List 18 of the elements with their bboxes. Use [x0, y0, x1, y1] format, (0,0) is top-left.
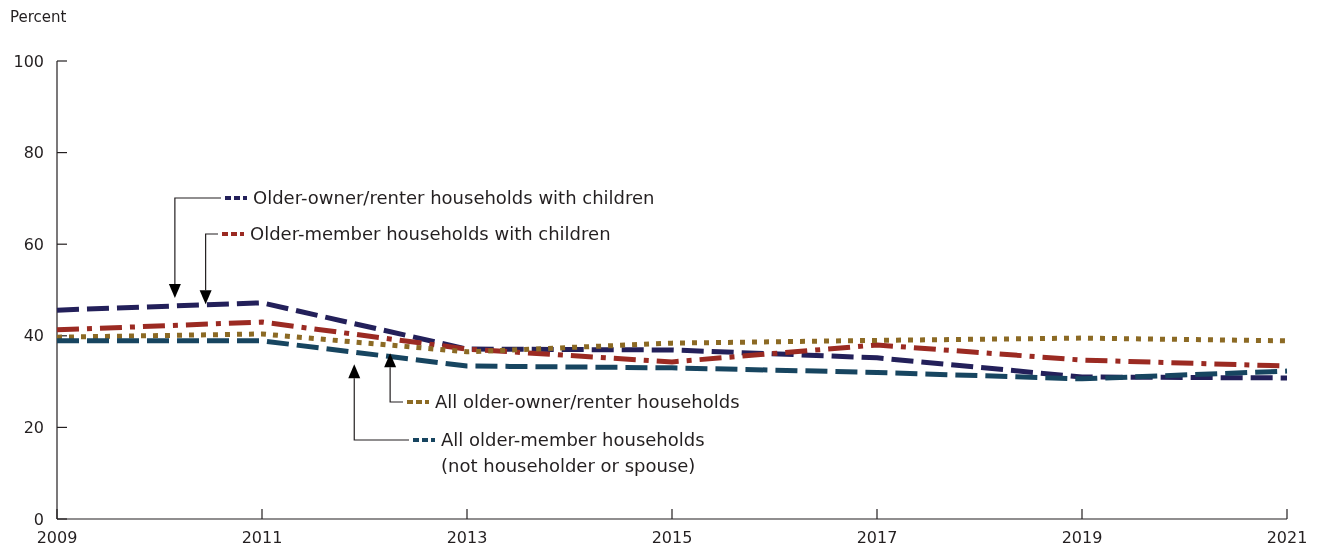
legend-label: All older-owner/renter households [435, 391, 740, 413]
legend-label: Older-owner/renter households with children [253, 187, 655, 209]
legend-label: Older-member households with children [250, 223, 611, 245]
y-tick-label: 80 [23, 143, 44, 163]
y-tick-label: 40 [23, 326, 44, 346]
y-tick-label: 0 [33, 509, 44, 529]
x-tick-label: 2021 [1266, 528, 1308, 547]
x-tick-label: 2019 [1061, 528, 1103, 547]
y-axis-title: Percent [10, 8, 67, 26]
x-tick-label: 2013 [446, 528, 488, 547]
x-tick-label: 2011 [241, 528, 283, 547]
y-tick-label: 20 [23, 418, 44, 437]
x-tick-label: 2009 [36, 528, 78, 547]
legend-label: All older-member households (not householder or spouse) [441, 429, 705, 476]
x-tick-label: 2015 [651, 528, 693, 547]
x-tick-label: 2017 [856, 528, 898, 547]
y-tick-label: 100 [13, 51, 44, 71]
y-tick-label: 60 [23, 234, 44, 254]
